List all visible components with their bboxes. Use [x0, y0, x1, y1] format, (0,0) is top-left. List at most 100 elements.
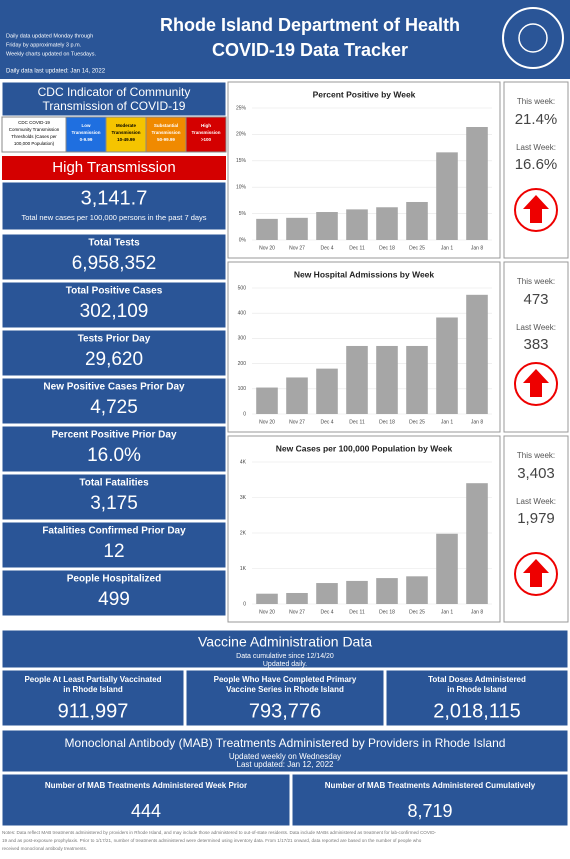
x-tick-label: Jan 8	[471, 245, 483, 251]
x-tick-label: Nov 20	[259, 245, 275, 251]
last-week-label: Last Week:	[516, 497, 556, 506]
this-week-value: 473	[523, 291, 548, 308]
bar	[286, 592, 308, 604]
bar	[316, 368, 338, 414]
last-week-value: 383	[523, 336, 548, 353]
vaccine-label: in Rhode Island	[447, 685, 507, 694]
stat-label: Total Tests	[88, 238, 140, 249]
transmission-level: High Transmission	[52, 159, 175, 176]
stat-value: 12	[103, 541, 124, 562]
y-tick-label: 2K	[240, 530, 247, 536]
this-week-label: This week:	[517, 97, 555, 106]
stat-panel	[1, 473, 227, 521]
x-tick-label: Nov 27	[289, 245, 305, 251]
x-tick-label: Jan 1	[441, 609, 453, 615]
x-tick-label: Dec 25	[409, 419, 425, 425]
bar	[286, 217, 308, 240]
bar	[376, 207, 398, 240]
bar	[256, 218, 278, 240]
stat-label: Total Positive Cases	[66, 286, 163, 297]
mab-label: Number of MAB Treatments Administered Cu…	[325, 781, 536, 790]
mab-header	[1, 729, 569, 773]
last-week-value: 16.6%	[515, 156, 558, 173]
bar	[406, 201, 428, 240]
bar	[406, 345, 428, 414]
mab-box	[291, 773, 569, 827]
threshold-text: Thresholds (Cases per	[11, 134, 57, 139]
header-note: Friday by approximately 3 p.m.	[6, 42, 82, 48]
threshold-text: 0-9.99	[80, 137, 93, 142]
bar	[436, 533, 458, 604]
y-tick-label: 10%	[236, 185, 247, 191]
vaccine-sub: Data cumulative since 12/14/20	[236, 653, 334, 660]
this-week-label: This week:	[517, 277, 555, 286]
threshold-text: CDC COVID-19	[18, 120, 50, 125]
stat-value: 499	[98, 589, 130, 610]
vaccine-label: in Rhode Island	[63, 685, 123, 694]
x-tick-label: Jan 8	[471, 419, 483, 425]
footnote: Notes: Data reflect MAB treatments admin…	[2, 830, 437, 835]
last-week-label: Last Week:	[516, 323, 556, 332]
y-tick-label: 0%	[239, 237, 247, 243]
vaccine-value: 911,997	[58, 700, 129, 722]
bar	[436, 152, 458, 240]
chart-title: New Cases per 100,000 Population by Week	[276, 443, 453, 453]
stat-label: People Hospitalized	[67, 574, 161, 585]
stat-panel	[1, 377, 227, 425]
threshold-text: Community Transmission	[9, 127, 60, 132]
bar	[346, 345, 368, 414]
x-tick-label: Dec 18	[379, 419, 395, 425]
mab-sub: Last updated: Jan 12, 2022	[237, 760, 335, 769]
threshold-text: Transmission	[111, 130, 140, 135]
stat-label: New Positive Cases Prior Day	[43, 382, 185, 393]
case-rate: 3,141.7	[81, 187, 148, 209]
threshold-text: 10-49.99	[117, 137, 135, 142]
trend-arrow	[523, 195, 549, 223]
x-tick-label: Dec 11	[349, 245, 365, 251]
threshold-cell	[65, 116, 107, 153]
x-tick-label: Dec 4	[320, 609, 333, 615]
bar	[406, 576, 428, 604]
bar	[376, 578, 398, 604]
bar	[256, 387, 278, 414]
x-tick-label: Jan 1	[441, 419, 453, 425]
level-bg	[2, 156, 226, 180]
x-tick-label: Nov 20	[259, 609, 275, 615]
stat-panel	[1, 329, 227, 377]
threshold-text: >100	[201, 137, 212, 142]
threshold-text: Transmission	[71, 130, 100, 135]
threshold-text: Substantial	[154, 123, 178, 128]
vaccine-header	[1, 629, 569, 669]
last-updated: Daily data last updated: Jan 14, 2022	[6, 69, 106, 75]
last-week-label: Last Week:	[516, 143, 556, 152]
chart-title: New Hospital Admissions by Week	[294, 269, 435, 279]
bar	[466, 483, 488, 604]
threshold-text: 100,000 Population)	[14, 141, 55, 146]
x-tick-label: Dec 11	[349, 419, 365, 425]
rate-bg	[1, 181, 227, 231]
x-tick-label: Jan 1	[441, 245, 453, 251]
mab-value: 8,719	[407, 801, 452, 821]
stat-panel	[1, 521, 227, 569]
x-tick-label: Dec 18	[379, 245, 395, 251]
x-tick-label: Nov 27	[289, 609, 305, 615]
y-tick-label: 20%	[236, 132, 247, 138]
bar	[316, 212, 338, 240]
vaccine-title: Vaccine Administration Data	[198, 634, 372, 650]
vaccine-box	[185, 669, 385, 727]
threshold-text: High	[201, 123, 211, 128]
header-title: Rhode Island Department of Health	[160, 15, 460, 35]
mab-sub: Updated weekly on Wednesday	[229, 752, 341, 761]
stat-panel	[1, 425, 227, 473]
threshold-text: Transmission	[191, 130, 220, 135]
y-tick-label: 5%	[239, 211, 247, 217]
trend-arrow	[523, 559, 549, 587]
footnote: received monoclonal antibody treatments.	[2, 846, 87, 851]
bar	[346, 580, 368, 604]
cdc-title-bg	[1, 81, 227, 117]
footnote: 19 and as post-exposure prophylaxis. Pri…	[2, 838, 422, 843]
this-week-value: 21.4%	[515, 111, 558, 128]
header-note: Daily data updated Monday through	[6, 33, 93, 39]
